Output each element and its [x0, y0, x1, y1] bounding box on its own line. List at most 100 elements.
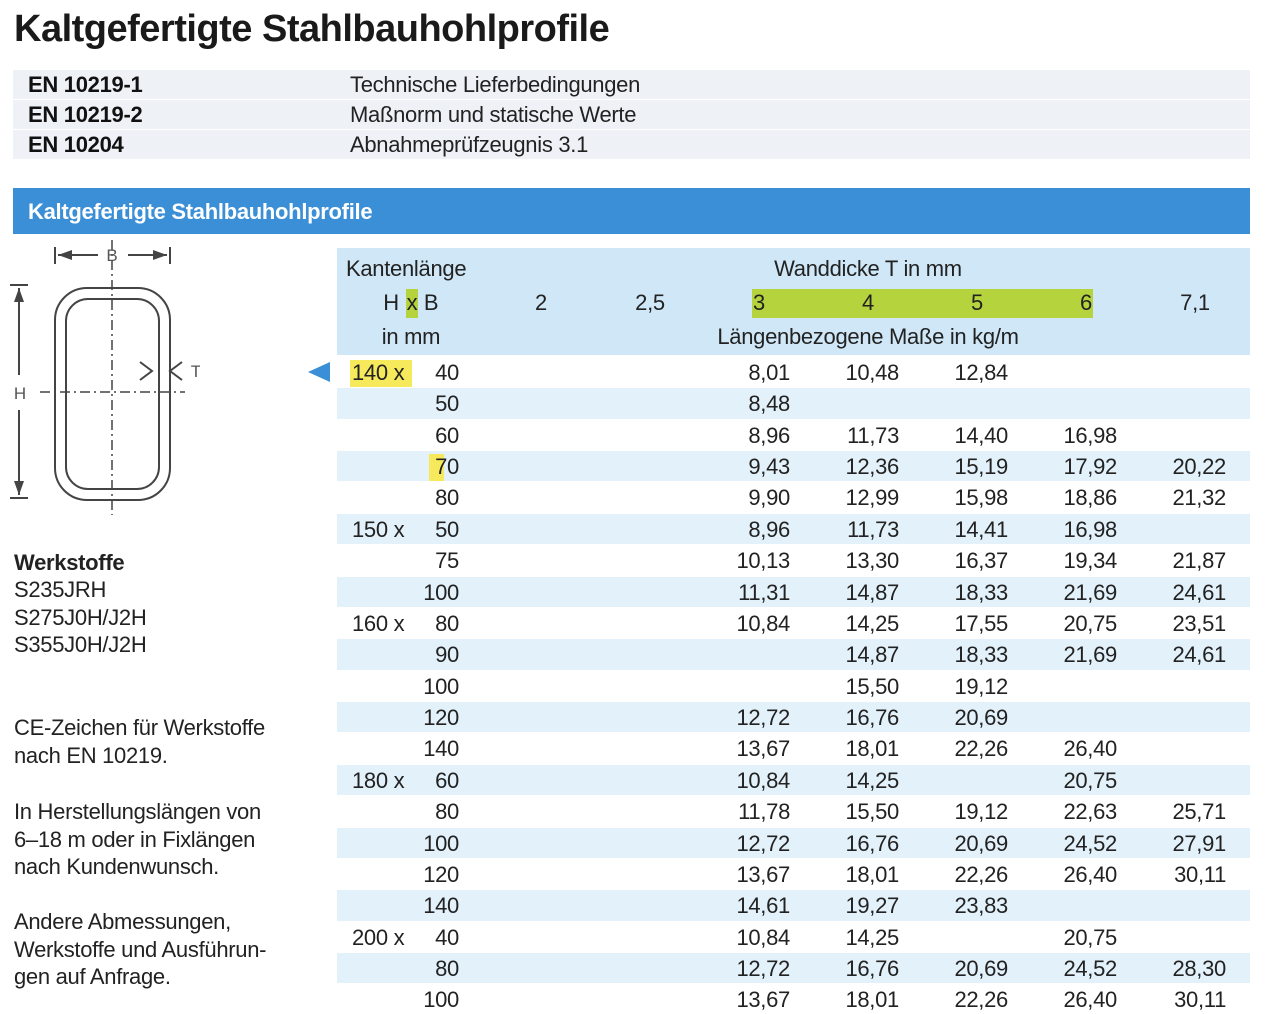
material: S355J0H/J2H [14, 632, 147, 657]
row-height: 160 x [352, 610, 405, 636]
weight-cell: 10,84 [736, 767, 790, 793]
row-height: 180 x [352, 767, 405, 793]
row-width: 60 [435, 422, 459, 448]
header-edge-length: Kantenlänge [346, 256, 467, 281]
weight-cell: 12,99 [845, 485, 899, 511]
weight-cell: 15,50 [845, 673, 899, 699]
weight-cell: 8,48 [748, 391, 790, 417]
note-line: nach Kundenwunsch. [14, 854, 219, 879]
weight-cell: 24,52 [1063, 956, 1117, 982]
standard-code: EN 10204 [28, 132, 124, 157]
row-height: 150 x [352, 516, 405, 542]
row-width: 80 [435, 610, 459, 636]
weight-cell: 14,87 [845, 579, 899, 605]
note-line: 6–18 m oder in Fixlängen [14, 826, 256, 852]
weight-cell: 10,13 [736, 548, 790, 574]
row-width: 120 [423, 705, 459, 731]
weight-cell: 15,50 [845, 799, 899, 825]
weight-cell: 24,52 [1063, 830, 1117, 856]
weight-cell: 22,26 [954, 736, 1008, 762]
weight-cell: 19,34 [1063, 548, 1117, 574]
weight-cell: 16,76 [845, 956, 899, 982]
weight-cell: 12,72 [736, 830, 790, 856]
highlight-x [406, 289, 418, 318]
weight-cell: 16,76 [845, 705, 899, 731]
row-width: 100 [423, 579, 459, 605]
row-width: 60 [435, 767, 459, 793]
row-bg [337, 827, 1250, 858]
row-bg [337, 953, 1250, 984]
weight-cell: 13,67 [736, 861, 790, 887]
row-bg [337, 764, 1250, 796]
weight-cell: 26,40 [1063, 736, 1117, 762]
weight-cell: 26,40 [1063, 861, 1117, 887]
row-bg [337, 890, 1250, 921]
row-width: 50 [435, 391, 459, 417]
weight-cell: 14,61 [736, 893, 790, 919]
weight-cell: 18,01 [845, 736, 899, 762]
weight-cell: 20,69 [954, 705, 1008, 731]
weight-cell: 20,75 [1063, 767, 1117, 793]
weight-cell: 16,76 [845, 830, 899, 856]
row-width: 80 [435, 485, 459, 511]
header-thickness: 4 [862, 290, 874, 315]
weight-cell: 17,55 [954, 610, 1008, 636]
page-title: Kaltgefertigte Stahlbauhohlprofile [14, 8, 610, 50]
header-thickness: 7,1 [1180, 290, 1210, 315]
weight-cell: 14,40 [954, 422, 1008, 448]
row-width: 120 [423, 861, 459, 887]
weight-cell: 14,41 [954, 516, 1008, 542]
weight-cell: 8,96 [748, 516, 790, 542]
row-width: 80 [435, 956, 459, 982]
weight-cell: 19,27 [845, 893, 899, 919]
row-width: 90 [435, 642, 459, 668]
row-width: 100 [423, 987, 459, 1013]
row-width: 70 [435, 454, 459, 480]
weight-cell: 22,26 [954, 987, 1008, 1013]
weight-cell: 20,75 [1063, 610, 1117, 636]
standard-row-bg [13, 70, 1250, 99]
weight-cell: 20,75 [1063, 924, 1117, 950]
header-thickness: 5 [971, 290, 983, 315]
row-width: 75 [435, 548, 459, 574]
weight-cell: 30,11 [1174, 987, 1226, 1013]
note-line: In Herstellungslängen von [14, 799, 261, 824]
row-width: 140 [423, 893, 459, 919]
standard-description: Abnahmeprüfzeugnis 3.1 [350, 132, 589, 157]
weight-cell: 8,96 [748, 422, 790, 448]
weight-cell: 11,73 [847, 422, 899, 448]
profile-diagram: B H T [10, 240, 200, 515]
row-bg [337, 639, 1250, 670]
header-b: B [423, 290, 439, 315]
weight-cell: 14,87 [845, 642, 899, 668]
note-line: CE-Zeichen für Werkstoffe [14, 715, 265, 740]
weight-cell: 10,84 [736, 610, 790, 636]
weight-cell: 9,43 [748, 454, 790, 480]
weight-cell: 16,37 [954, 548, 1008, 574]
weight-cell: 18,86 [1063, 485, 1117, 511]
note-line: Andere Abmessungen, [14, 909, 231, 934]
weight-cell: 11,78 [738, 799, 790, 825]
row-width: 40 [435, 924, 459, 950]
row-width: 40 [435, 360, 459, 385]
weight-cell: 25,71 [1172, 799, 1226, 825]
weight-cell: 28,30 [1172, 956, 1226, 982]
row-bg [337, 702, 1250, 733]
weight-cell: 18,01 [845, 861, 899, 887]
note-line: gen auf Anfrage. [14, 964, 171, 989]
material: S235JRH [14, 577, 107, 602]
row-bg [337, 513, 1250, 545]
weight-cell: 14,25 [845, 924, 899, 950]
standard-code: EN 10219-1 [28, 72, 143, 97]
weight-cell: 10,84 [736, 924, 790, 950]
note-line: nach EN 10219. [14, 742, 168, 768]
row-width: 80 [435, 799, 459, 825]
note-line: Werkstoffe und Ausführun- [14, 936, 267, 962]
row-width: 100 [423, 673, 459, 699]
weight-cell: 18,33 [954, 642, 1008, 668]
weight-cell: 14,25 [845, 610, 899, 636]
weight-cell: 8,01 [748, 360, 790, 385]
weight-cell: 15,19 [954, 454, 1008, 480]
row-height: 200 x [352, 924, 405, 950]
